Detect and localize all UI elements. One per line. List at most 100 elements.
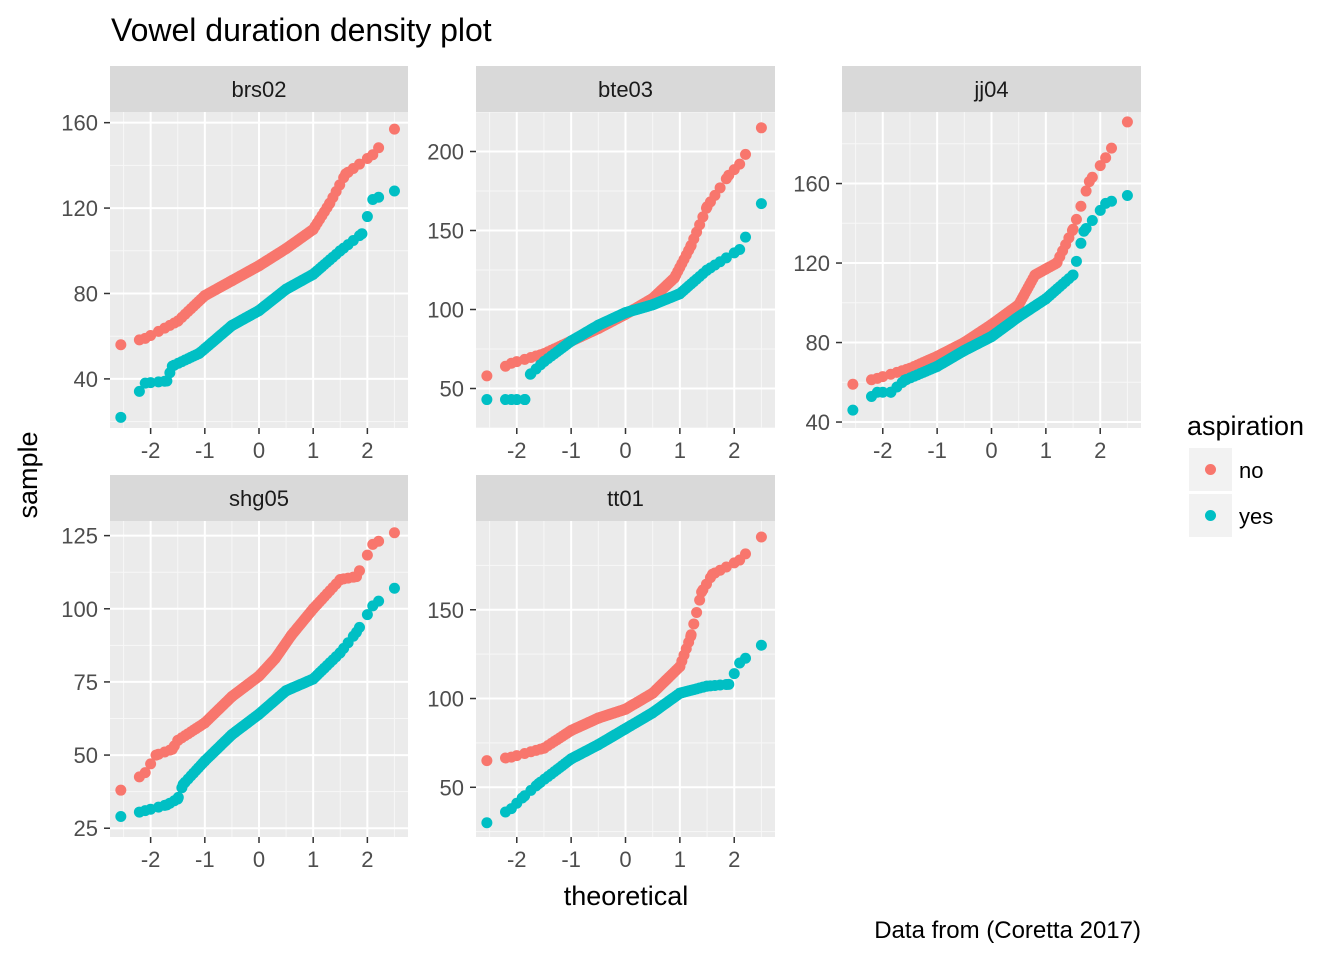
data-point: [133, 771, 145, 783]
y-tick-label: 80: [806, 331, 830, 356]
x-tick-label: -1: [195, 847, 215, 872]
data-point: [1080, 185, 1092, 197]
data-point: [1106, 142, 1118, 154]
data-point: [115, 339, 127, 351]
data-point: [133, 385, 145, 397]
gridlines: [476, 521, 775, 837]
data-point: [373, 142, 385, 154]
data-point: [1121, 189, 1133, 201]
data-point: [1121, 116, 1133, 128]
data-point: [499, 752, 511, 764]
facet-label: brs02: [231, 77, 286, 102]
legend-marker: [1205, 464, 1216, 475]
data-point: [481, 755, 493, 767]
data-point: [353, 158, 365, 170]
data-point: [353, 230, 365, 242]
x-tick-label: -1: [561, 847, 581, 872]
y-tick-label: 100: [61, 597, 98, 622]
x-tick-label: -2: [507, 438, 527, 463]
legend-label: no: [1239, 458, 1263, 483]
series-no: [115, 527, 400, 796]
series-yes: [481, 198, 767, 406]
legend-title: aspiration: [1187, 411, 1304, 441]
series-no: [481, 531, 767, 767]
data-point: [115, 811, 127, 823]
data-point: [720, 252, 732, 264]
panel-shg05: shg05 -2 -1 0 1 2 25 50 75 100 125: [61, 475, 408, 872]
x-axis-title: theoretical: [564, 881, 689, 911]
data-point: [755, 639, 767, 651]
data-point: [388, 527, 400, 539]
x-tick-label: 0: [253, 847, 265, 872]
data-point: [1100, 152, 1112, 164]
y-tick-label: 25: [74, 816, 98, 841]
data-point: [481, 817, 493, 829]
series-yes: [481, 639, 767, 829]
data-point: [755, 122, 767, 134]
y-tick-label: 120: [61, 196, 98, 221]
x-tick-label: 1: [674, 438, 686, 463]
x-tick-label: 0: [253, 438, 265, 463]
x-tick-label: 1: [1040, 438, 1052, 463]
data-point: [1075, 237, 1087, 249]
data-point: [720, 173, 732, 185]
panel-tt01: tt01 -2 -1 0 1 2 50 100 150: [427, 475, 775, 872]
legend: aspiration no yes: [1187, 411, 1304, 537]
data-point: [1070, 255, 1082, 267]
data-point: [511, 394, 523, 406]
data-point: [115, 784, 127, 796]
facet-label: tt01: [607, 486, 644, 511]
x-tick-label: -1: [561, 438, 581, 463]
y-tick-label: 40: [74, 367, 98, 392]
data-point: [1066, 224, 1078, 236]
data-point: [373, 535, 385, 547]
series-no: [847, 116, 1133, 390]
legend-item-yes: yes: [1189, 494, 1273, 537]
data-point: [697, 211, 709, 223]
data-point: [1094, 160, 1106, 172]
chart-title: Vowel duration density plot: [111, 12, 492, 48]
x-tick-label: -2: [873, 438, 893, 463]
data-point: [133, 334, 145, 346]
series-yes: [847, 189, 1133, 416]
y-axis-title: sample: [13, 431, 43, 518]
panel-brs02: brs02 -2 -1 0 1 2 40 80 120 160: [61, 66, 408, 463]
y-tick-label: 50: [440, 775, 464, 800]
x-tick-label: -1: [927, 438, 947, 463]
data-point: [388, 123, 400, 135]
y-tick-label: 50: [74, 743, 98, 768]
data-point: [133, 806, 145, 818]
data-point: [1086, 171, 1098, 183]
facet-strip: [476, 66, 775, 112]
y-tick-label: 120: [793, 251, 830, 276]
x-tick-label: -2: [141, 438, 161, 463]
y-tick-label: 150: [427, 598, 464, 623]
facet-label: shg05: [229, 486, 289, 511]
legend-items: no yes: [1189, 448, 1273, 537]
x-tick-label: 2: [361, 847, 373, 872]
y-tick-label: 150: [427, 219, 464, 244]
data-point: [1080, 222, 1092, 234]
data-point: [847, 378, 859, 390]
data-point: [755, 198, 767, 210]
data-point: [511, 797, 523, 809]
y-tick-label: 40: [806, 410, 830, 435]
data-point: [728, 557, 740, 569]
x-tick-label: 0: [619, 847, 631, 872]
y-tick-label: 125: [61, 524, 98, 549]
data-point: [720, 679, 732, 691]
data-point: [145, 758, 157, 770]
y-tick-label: 100: [427, 298, 464, 323]
x-tick-label: -2: [141, 847, 161, 872]
facet-label: bte03: [598, 77, 653, 102]
panel-jj04: jj04 -2 -1 0 1 2 40 80 120 160: [793, 66, 1141, 463]
data-point: [361, 153, 373, 165]
data-point: [728, 668, 740, 680]
data-point: [347, 630, 359, 642]
data-point: [740, 652, 752, 664]
panel-bte03: bte03 -2 -1 0 1 2 50 100 150 200: [427, 66, 775, 463]
data-point: [740, 148, 752, 160]
